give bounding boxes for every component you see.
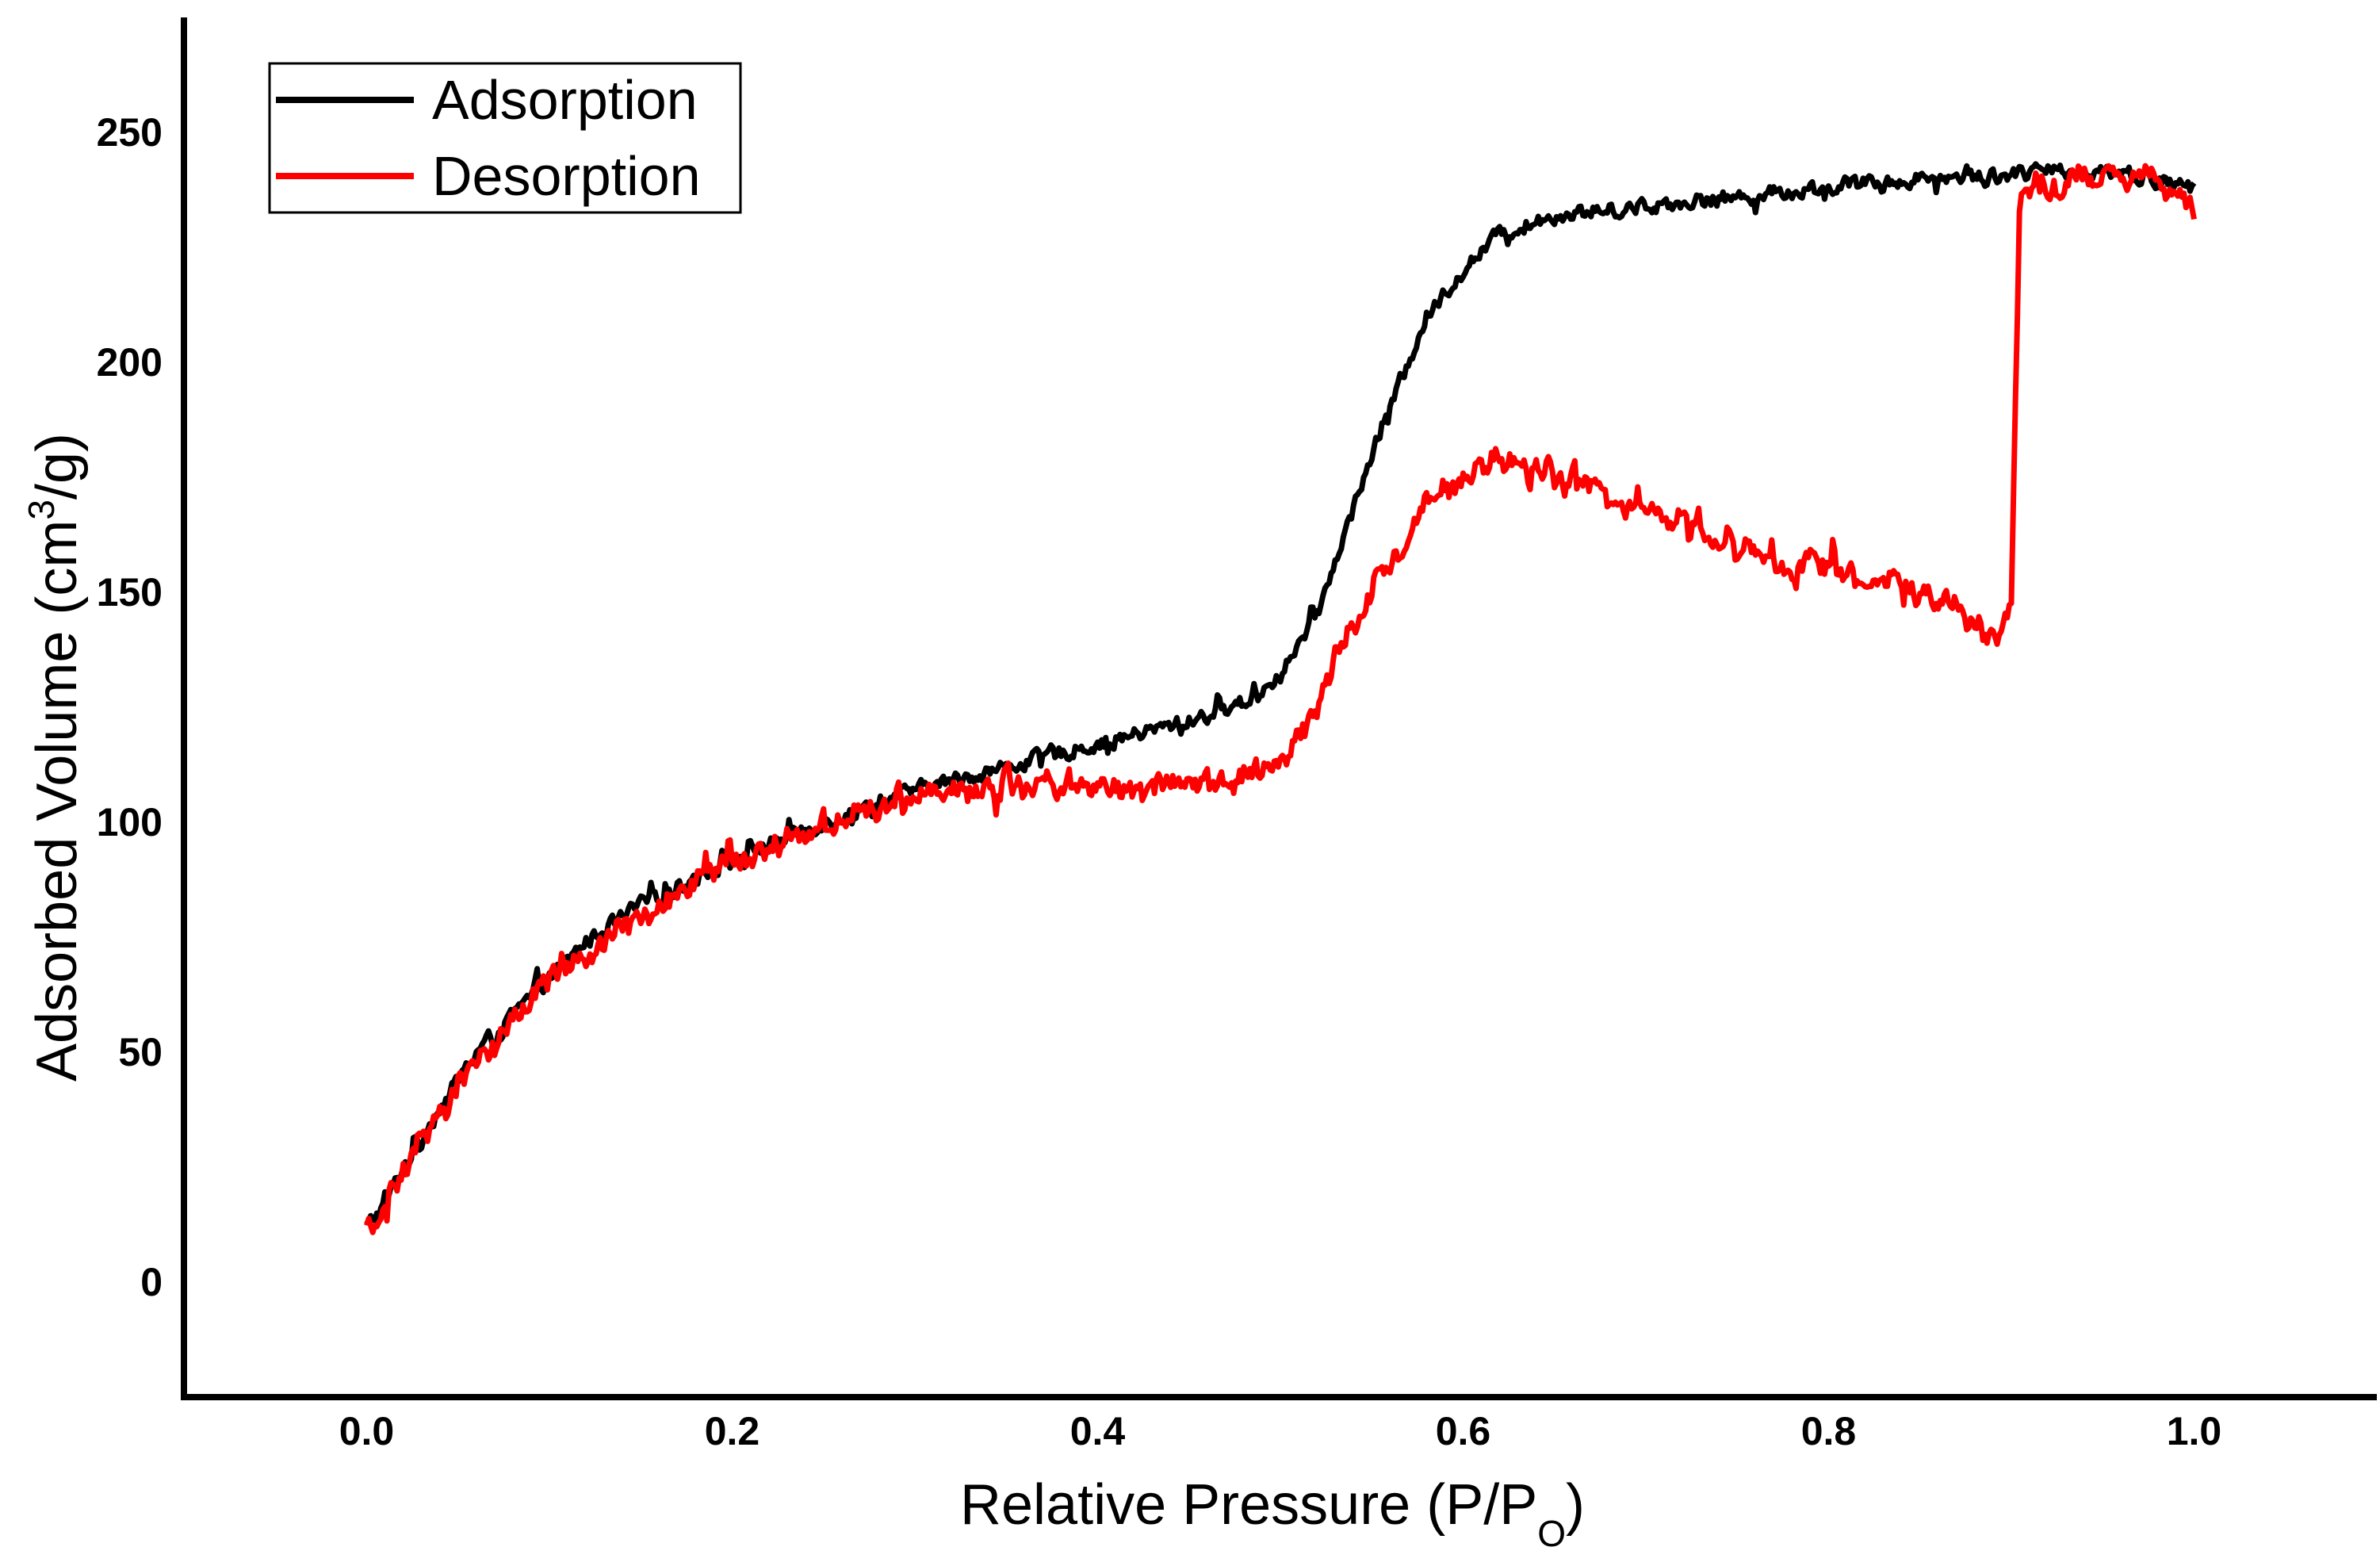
x-axis-label-sub: O xyxy=(1537,1513,1566,1554)
x-axis-label-main: Relative Pressure (P/P xyxy=(960,1473,1537,1537)
y-axis-label-end: /g) xyxy=(25,433,89,500)
axes xyxy=(181,17,2377,1400)
y-tick-label: 100 xyxy=(97,800,163,844)
x-axis-label: Relative Pressure (P/PO) xyxy=(960,1473,1585,1554)
y-axis-label-sup: 3 xyxy=(21,500,62,520)
x-tick-label: 0.6 xyxy=(1436,1409,1491,1453)
legend-label-adsorption: Adsorption xyxy=(432,69,698,131)
y-tick-label: 250 xyxy=(97,110,163,155)
series-layer xyxy=(364,161,2197,1235)
legend: Adsorption Desorption xyxy=(268,62,742,214)
y-axis-label: Adsorbed Volume (cm3/g) xyxy=(21,433,89,1082)
legend-box xyxy=(268,62,742,214)
x-axis-label-end: ) xyxy=(1566,1473,1585,1537)
series-line-desorption xyxy=(364,163,2197,1235)
y-axis-label-main: Adsorbed Volume (cm xyxy=(25,520,89,1082)
y-tick-label: 0 xyxy=(140,1260,163,1304)
y-tick-label: 200 xyxy=(97,340,163,385)
x-tick-label: 0.2 xyxy=(705,1409,760,1453)
x-tick-labels: 0.0 0.2 0.4 0.6 0.8 1.0 xyxy=(339,1409,2222,1453)
x-tick-label: 0.0 xyxy=(339,1409,395,1453)
y-tick-labels: 0 50 100 150 200 250 xyxy=(97,110,163,1304)
x-tick-label: 0.4 xyxy=(1070,1409,1126,1453)
legend-label-desorption: Desorption xyxy=(432,145,701,207)
x-tick-label: 1.0 xyxy=(2167,1409,2222,1453)
y-tick-label: 150 xyxy=(97,570,163,615)
y-tick-label: 50 xyxy=(118,1030,163,1074)
x-tick-label: 0.8 xyxy=(1801,1409,1857,1453)
